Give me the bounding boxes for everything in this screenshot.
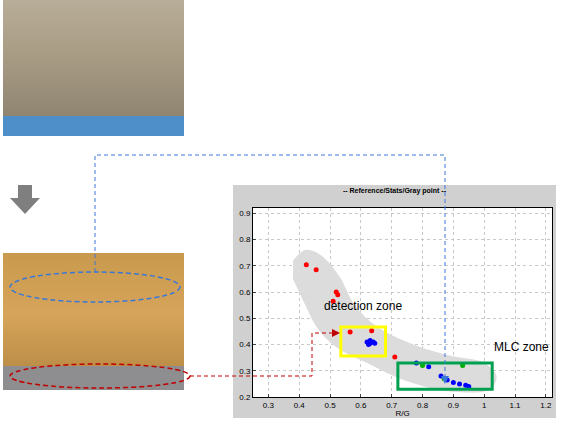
svg-text:0.5: 0.5 <box>324 401 336 410</box>
svg-text:1.2: 1.2 <box>540 401 552 410</box>
svg-text:0.7: 0.7 <box>386 401 398 410</box>
svg-text:1: 1 <box>482 401 487 410</box>
svg-text:0.2: 0.2 <box>239 393 251 402</box>
svg-text:MLC zone: MLC zone <box>494 340 549 354</box>
svg-text:0.3: 0.3 <box>239 367 251 376</box>
svg-text:0.9: 0.9 <box>448 401 460 410</box>
svg-text:R/G: R/G <box>395 409 409 418</box>
svg-text:0.6: 0.6 <box>239 288 251 297</box>
svg-text:0.4: 0.4 <box>239 340 251 349</box>
svg-text:1.1: 1.1 <box>509 401 521 410</box>
svg-text:0.3: 0.3 <box>263 401 275 410</box>
svg-text:0.6: 0.6 <box>355 401 367 410</box>
svg-text:0.9: 0.9 <box>239 209 251 218</box>
svg-text:0.8: 0.8 <box>239 235 251 244</box>
svg-text:detection zone: detection zone <box>324 299 402 313</box>
svg-text:-- Reference/Stats/Gray point: -- Reference/Stats/Gray point -- <box>343 187 447 195</box>
svg-text:0.5: 0.5 <box>239 314 251 323</box>
svg-text:0.4: 0.4 <box>294 401 306 410</box>
svg-text:0.7: 0.7 <box>239 262 251 271</box>
svg-text:0.8: 0.8 <box>417 401 429 410</box>
